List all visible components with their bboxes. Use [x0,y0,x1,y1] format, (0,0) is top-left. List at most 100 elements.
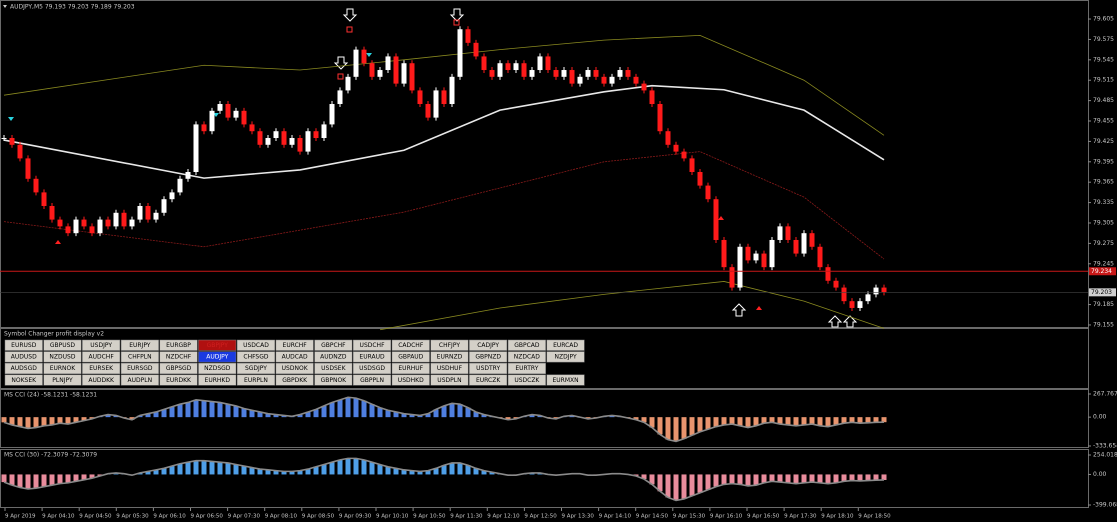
symbol-button[interactable]: NOKSEK [4,374,43,386]
symbol-button[interactable]: USDCZK [507,374,546,386]
x-tick-label: 9 Apr 18:10 [821,514,854,520]
symbol-button[interactable]: GBPPLN [353,374,392,386]
symbol-button[interactable]: CADCHF [391,339,430,351]
symbol-button[interactable]: GBPUSD [43,339,82,351]
symbol-cell [120,362,159,374]
symbol-button[interactable]: GBPDKK [275,374,314,386]
candle [177,178,183,193]
cci-bar [425,470,431,475]
cci-bar [17,417,23,427]
cci-bar [321,405,327,418]
symbol-button[interactable]: EURHUF [391,362,430,374]
symbol-button[interactable]: EURAUD [353,351,392,363]
symbol-button[interactable]: GBPSGD [159,362,198,374]
cci-bar [177,404,183,418]
y-tick-label: 79.485 [1093,97,1114,104]
x-tick-label: 9 Apr 04:50 [79,514,112,520]
symbol-label: USDSEK [321,365,346,372]
symbol-button[interactable]: CHFSGD [236,351,275,363]
symbol-button[interactable]: AUDPLN [120,374,159,386]
symbol-button[interactable]: GBPCAD [507,339,546,351]
cci-bar [441,465,447,475]
symbol-button[interactable]: EURCHF [275,339,314,351]
symbol-button[interactable]: CADJPY [469,339,508,351]
symbol-button[interactable]: GBPCHF [314,339,353,351]
symbol-button[interactable]: AUDNZD [314,351,353,363]
symbol-button[interactable]: EURMXN [546,374,585,386]
cci-bar [649,474,655,485]
symbol-cell [507,351,546,363]
symbol-button[interactable]: AUDUSD [4,351,43,363]
symbol-button[interactable]: GBPNOK [314,374,353,386]
menu-triangle[interactable] [3,5,7,8]
symbol-label: EURAUD [359,354,385,361]
symbol-button[interactable]: NZDCAD [507,351,546,363]
symbol-button[interactable]: EURSEK [82,362,121,374]
candle [297,138,303,152]
symbol-button[interactable]: EURCAD [546,339,585,351]
symbol-button[interactable]: USDCAD [236,339,275,351]
cci-bar [273,470,279,475]
cci-bar [217,462,223,475]
symbol-button[interactable]: EURUSD [4,339,43,351]
symbol-cell [198,339,237,351]
cci-bar [241,466,247,475]
symbol-button[interactable]: EURHKD [198,374,237,386]
symbol-button[interactable]: AUDCHF [82,351,121,363]
symbol-button[interactable]: USDJPY [82,339,121,351]
symbol-button[interactable]: EURPLN [236,374,275,386]
symbol-button[interactable]: NZDCHF [159,351,198,363]
cci-bar [81,474,87,480]
symbol-button[interactable]: CHFPLN [120,351,159,363]
symbol-cell [469,374,508,386]
symbol-button[interactable]: AUDCAD [275,351,314,363]
symbol-button[interactable]: EURNOK [43,362,82,374]
symbol-button[interactable]: GBPAUD [391,351,430,363]
symbol-button[interactable]: USDCHF [353,339,392,351]
symbol-button[interactable]: CHFJPY [430,339,469,351]
symbol-button[interactable]: EURSGD [120,362,159,374]
symbol-button[interactable]: USDHUF [430,362,469,374]
symbol-button[interactable]: EURJPY [120,339,159,351]
symbol-button[interactable]: AUDJPY [198,351,237,363]
symbol-button[interactable]: NZDJPY [546,351,585,363]
symbol-label: EURPLN [244,377,268,384]
symbol-button[interactable]: AUDDKK [82,374,121,386]
symbol-button[interactable]: GBPNZD [469,351,508,363]
symbol-button[interactable]: NZDSGD [198,362,237,374]
symbol-cell [391,339,430,351]
symbol-button[interactable]: USDSEK [314,362,353,374]
candle [457,29,463,77]
symbol-button[interactable]: AUDSGD [4,362,43,374]
candle [57,219,63,227]
symbol-cell [314,374,353,386]
symbol-button[interactable]: USDTRY [469,362,508,374]
symbol-button[interactable]: USDPLN [430,374,469,386]
symbol-button[interactable]: EURDKK [159,374,198,386]
cci-bar [641,474,647,480]
x-tick-label: 9 Apr 12:50 [524,514,557,520]
symbol-label: EURSEK [89,365,114,372]
symbol-button[interactable]: USDHKD [391,374,430,386]
symbol-button[interactable]: EURNZD [430,351,469,363]
symbol-button[interactable]: NZDUSD [43,351,82,363]
candle [361,49,367,64]
symbol-label: USDNOK [282,365,309,372]
symbol-label: USDCAD [243,342,269,349]
candle [273,131,279,139]
cci-bar [201,400,207,418]
symbol-button[interactable]: USDSGD [353,362,392,374]
cci-bar [721,417,727,425]
symbol-button[interactable]: USDNOK [275,362,314,374]
x-tick-label: 9 Apr 16:50 [747,514,780,520]
symbol-button[interactable]: PLNJPY [43,374,82,386]
cci-line [3,396,885,443]
symbol-button[interactable]: EURGBP [159,339,198,351]
cci-bar [729,474,735,484]
symbol-button[interactable]: GBPJPY [198,339,237,351]
symbol-button[interactable]: EURCZK [469,374,508,386]
cci-bar [145,471,151,475]
symbol-button[interactable]: EURTRY [507,362,546,374]
cci-bar [33,417,39,428]
symbol-button[interactable]: SGDJPY [236,362,275,374]
